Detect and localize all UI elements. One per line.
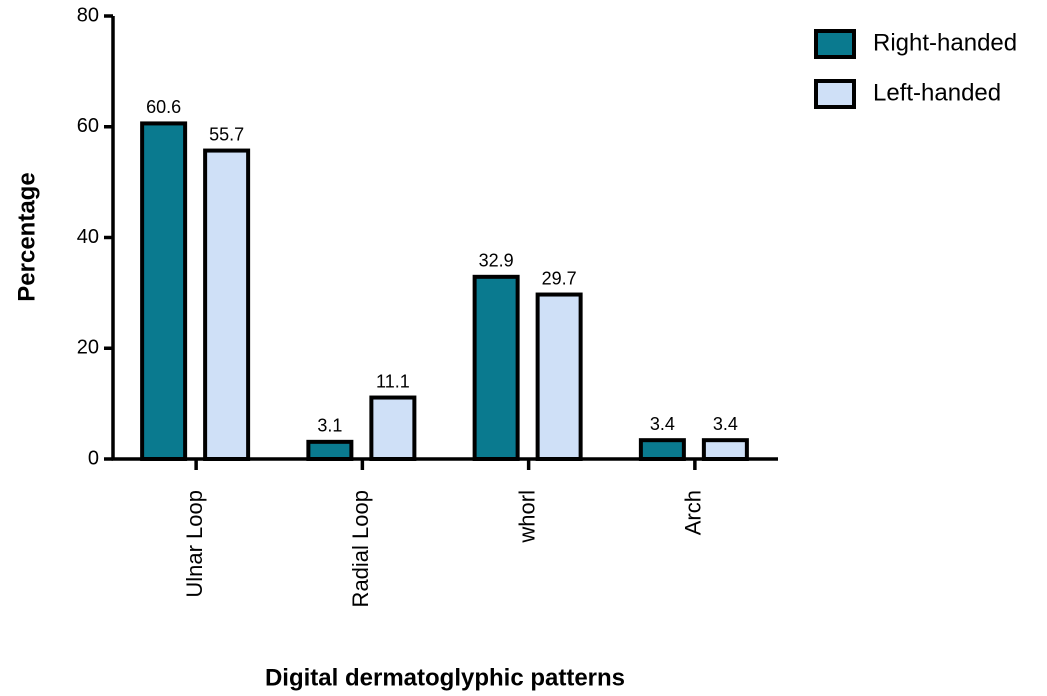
y-tick-label: 40 bbox=[77, 226, 99, 248]
y-tick-label: 60 bbox=[77, 115, 99, 137]
legend-swatch bbox=[814, 29, 856, 59]
bar bbox=[638, 438, 686, 461]
value-label: 32.9 bbox=[479, 251, 514, 271]
bar bbox=[369, 395, 417, 462]
value-label: 3.4 bbox=[650, 414, 675, 434]
x-tick-label: Arch bbox=[681, 490, 706, 535]
bar bbox=[203, 148, 251, 461]
x-tick-label: Ulnar Loop bbox=[182, 490, 207, 598]
y-tick-label: 0 bbox=[88, 447, 99, 469]
y-tick-label: 80 bbox=[77, 4, 99, 26]
y-tick-label: 20 bbox=[77, 337, 99, 359]
bar bbox=[535, 292, 583, 461]
legend-label: Left-handed bbox=[873, 79, 1001, 106]
value-label: 29.7 bbox=[542, 268, 577, 288]
value-label: 3.4 bbox=[713, 414, 738, 434]
y-axis-label: Percentage bbox=[13, 172, 40, 301]
bar bbox=[472, 274, 520, 461]
bar bbox=[306, 439, 354, 461]
value-label: 3.1 bbox=[317, 416, 342, 436]
value-label: 55.7 bbox=[209, 124, 244, 144]
legend-label: Right-handed bbox=[873, 29, 1017, 56]
bar bbox=[140, 121, 188, 462]
value-label: 60.6 bbox=[146, 97, 181, 117]
x-axis-label: Digital dermatoglyphic patterns bbox=[265, 664, 625, 691]
x-tick-label: whorl bbox=[514, 490, 539, 544]
bar bbox=[701, 438, 749, 461]
legend-swatch bbox=[814, 79, 856, 109]
value-label: 11.1 bbox=[376, 371, 410, 391]
x-tick-label: Radial Loop bbox=[348, 490, 373, 607]
